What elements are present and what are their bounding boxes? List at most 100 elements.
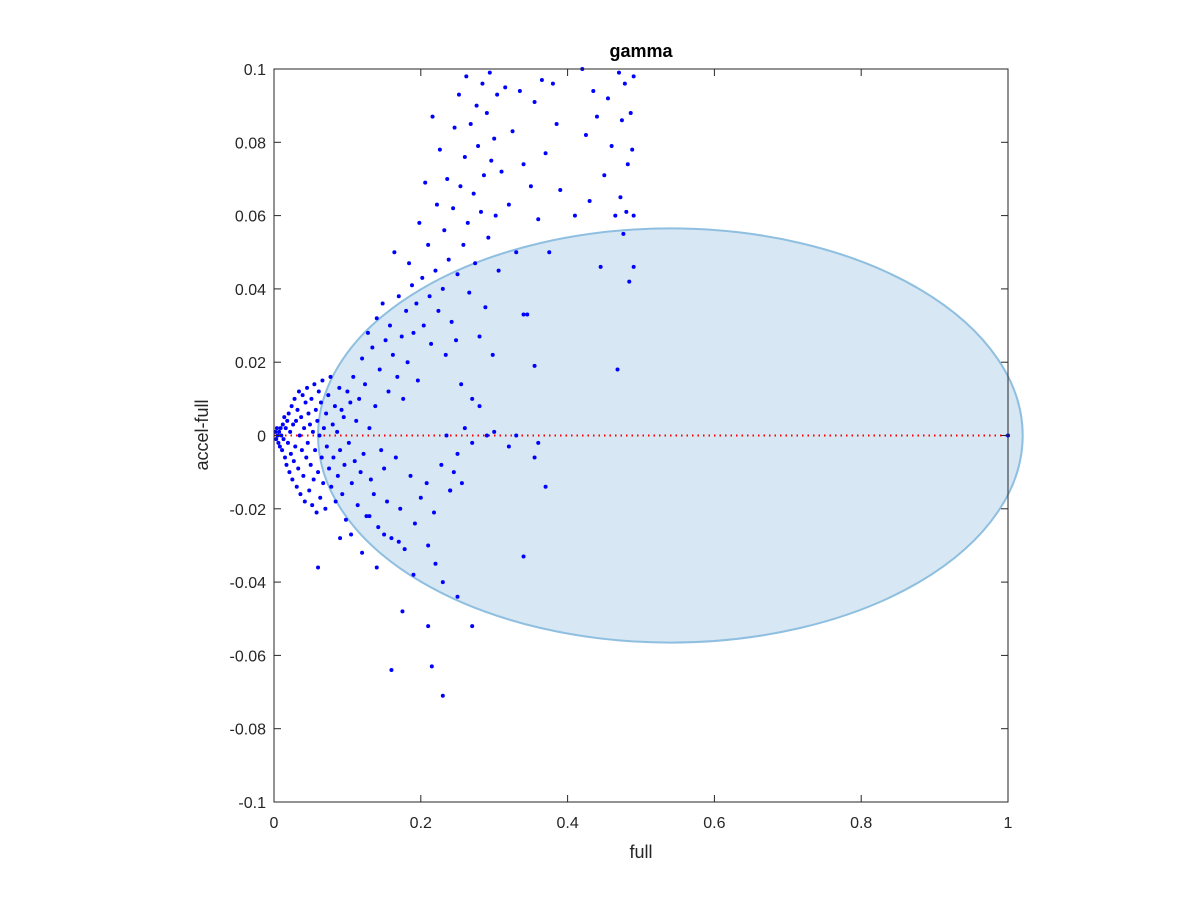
data-point (625, 162, 630, 167)
y-tick-label: 0.1 (244, 62, 266, 79)
data-point (341, 415, 346, 420)
data-point (429, 664, 434, 669)
x-axis-label: full (629, 842, 652, 862)
data-point (459, 382, 464, 387)
data-point (331, 455, 336, 460)
data-point (398, 506, 403, 511)
data-point (338, 448, 343, 453)
data-point (627, 279, 632, 284)
data-point (386, 389, 391, 394)
data-point (295, 407, 300, 412)
data-point (631, 74, 636, 79)
data-point (282, 415, 287, 420)
data-point (471, 191, 476, 196)
data-point (286, 411, 291, 416)
data-point (390, 352, 395, 357)
data-point (464, 74, 469, 79)
data-point (379, 448, 384, 453)
data-point (374, 316, 379, 321)
data-point (290, 477, 295, 482)
data-point (476, 143, 481, 148)
data-point (348, 400, 353, 405)
data-point (477, 334, 482, 339)
y-tick-label: 0.08 (235, 135, 266, 152)
data-point (443, 352, 448, 357)
data-point (408, 473, 413, 478)
data-point (484, 433, 489, 438)
data-point (335, 473, 340, 478)
data-point (503, 85, 508, 90)
data-point (380, 301, 385, 306)
data-point (291, 459, 296, 464)
data-point (462, 154, 467, 159)
y-tick-label: -0.04 (230, 575, 267, 592)
data-point (489, 158, 494, 163)
data-point (289, 404, 294, 409)
data-point (385, 499, 390, 504)
data-point (521, 554, 526, 559)
data-point (459, 481, 464, 486)
data-point (314, 510, 319, 515)
data-point (493, 213, 498, 218)
x-tick-label: 0 (270, 815, 279, 832)
data-point (440, 693, 445, 698)
data-point (414, 301, 419, 306)
data-point (628, 110, 633, 115)
data-point (622, 81, 627, 86)
data-point (615, 367, 620, 372)
data-point (396, 294, 401, 299)
data-point (470, 624, 475, 629)
data-point (274, 426, 279, 431)
data-point (367, 514, 372, 519)
data-point (313, 448, 318, 453)
data-point (309, 396, 314, 401)
data-point (440, 580, 445, 585)
data-point (308, 462, 313, 467)
data-point (329, 484, 334, 489)
data-point (543, 484, 548, 489)
data-point (409, 283, 414, 288)
data-point (327, 466, 332, 471)
data-point (619, 118, 624, 123)
data-point (349, 481, 354, 486)
data-point (324, 444, 329, 449)
data-point (510, 129, 515, 134)
data-point (583, 132, 588, 137)
data-point (389, 536, 394, 541)
data-point (342, 462, 347, 467)
data-point (349, 532, 354, 537)
data-point (621, 231, 626, 236)
data-point (427, 294, 432, 299)
data-point (355, 503, 360, 508)
data-point (514, 433, 519, 438)
data-point (631, 213, 636, 218)
data-point (300, 393, 305, 398)
data-point (411, 572, 416, 577)
data-point (296, 466, 301, 471)
data-point (283, 426, 288, 431)
data-point (616, 70, 621, 75)
data-point (473, 261, 478, 266)
y-tick-label: 0.02 (235, 355, 266, 372)
data-point (451, 206, 456, 211)
data-point (496, 268, 501, 273)
data-point (299, 448, 304, 453)
data-point (437, 147, 442, 152)
data-point (613, 213, 618, 218)
data-point (283, 455, 288, 460)
data-point (407, 261, 412, 266)
data-point (532, 99, 537, 104)
data-point (315, 418, 320, 423)
data-point (587, 198, 592, 203)
data-point (461, 242, 466, 247)
data-point (442, 228, 447, 233)
data-point (433, 561, 438, 566)
data-point (297, 433, 302, 438)
data-point (624, 209, 629, 214)
data-point (458, 184, 463, 189)
data-point (374, 565, 379, 570)
data-point (357, 396, 362, 401)
data-point (277, 429, 282, 434)
data-point (305, 440, 310, 445)
